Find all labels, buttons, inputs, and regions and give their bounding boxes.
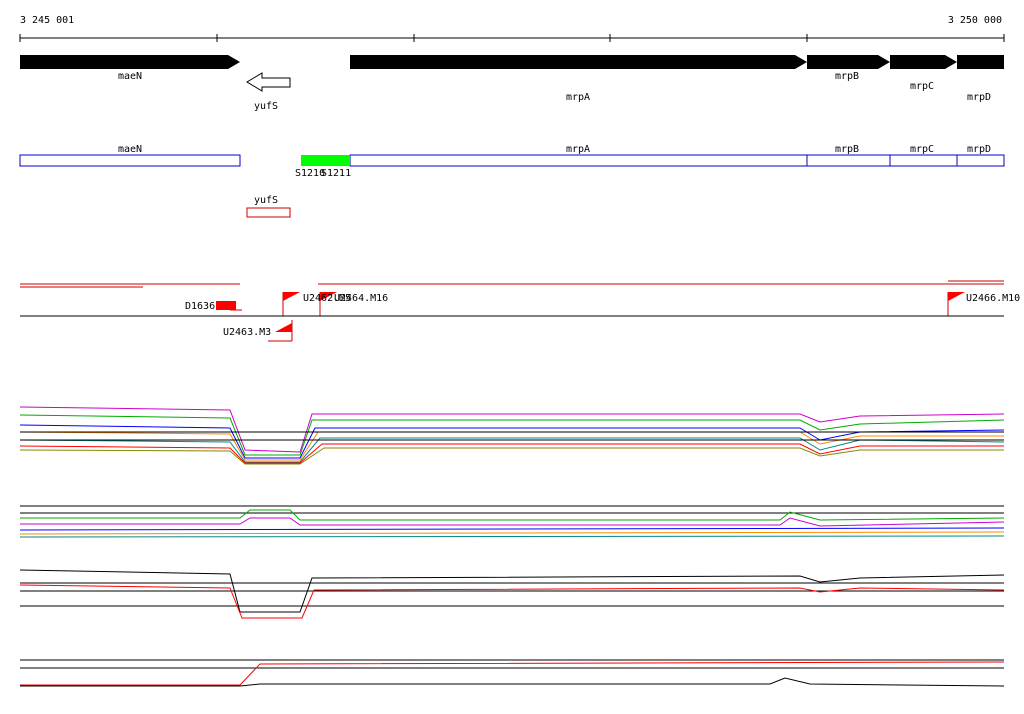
feature-label: U2464.M16 <box>334 293 388 304</box>
gene-arrow-yufs <box>246 72 291 92</box>
box-label: mrpB <box>835 144 859 155</box>
feature-label: U2462.M5 <box>303 293 351 304</box>
annotation-boxes <box>19 154 1005 167</box>
gene-label: maeN <box>118 71 142 82</box>
feature-label: D1636 <box>185 301 215 312</box>
feature-label: U2463.M3 <box>223 327 271 338</box>
ruler-end: 3 250 000 <box>948 15 1002 26</box>
gene-label: mrpA <box>566 92 590 103</box>
gene-arrows <box>20 55 1004 69</box>
probe-label: S1210 <box>295 168 325 179</box>
gene-label: mrpD <box>967 92 991 103</box>
gene-label: mrpB <box>835 71 859 82</box>
box-label: mrpC <box>910 144 934 155</box>
box-label: mrpA <box>566 144 590 155</box>
feature-flags <box>216 292 965 332</box>
signal-track-3 <box>19 569 1005 619</box>
annotation-box-yufs <box>246 207 291 218</box>
gene-label: mrpC <box>910 81 934 92</box>
ruler-start: 3 245 001 <box>20 15 74 26</box>
signal-track-4 <box>20 659 1005 687</box>
box-label: yufS <box>254 195 278 206</box>
box-label: mrpD <box>967 144 991 155</box>
probe-box <box>301 155 350 166</box>
feature-lines <box>20 280 1004 342</box>
gene-label: yufS <box>254 101 278 112</box>
feature-label: U2466.M10 <box>966 293 1020 304</box>
box-label: maeN <box>118 144 142 155</box>
signal-track-2 <box>19 505 1005 538</box>
ruler <box>19 34 1005 42</box>
probe-label: S1211 <box>321 168 351 179</box>
signal-track-1 <box>19 406 1005 465</box>
